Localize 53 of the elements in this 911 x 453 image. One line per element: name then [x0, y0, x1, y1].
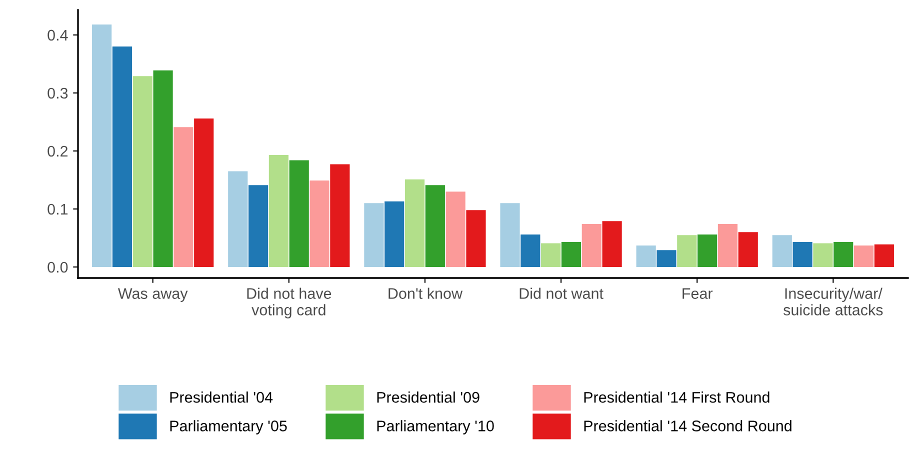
- bar: [656, 250, 676, 267]
- bar: [738, 232, 758, 267]
- legend-label: Presidential '04: [170, 392, 273, 403]
- bar: [792, 242, 812, 267]
- bar: [330, 164, 350, 267]
- y-tick-label: 0.0: [48, 262, 68, 273]
- bar: [268, 155, 288, 267]
- bar: [582, 224, 602, 267]
- legend-label: Presidential '14 Second Round: [584, 420, 792, 432]
- bar: [561, 242, 582, 267]
- y-tick-label: 0.3: [48, 88, 68, 99]
- bar: [813, 243, 833, 267]
- bar: [834, 242, 854, 267]
- bar: [289, 160, 309, 267]
- bar: [602, 221, 622, 267]
- bar: [248, 185, 268, 267]
- bar: [153, 70, 173, 267]
- legend-label: Presidential '09: [377, 392, 480, 403]
- bar: [677, 235, 697, 267]
- x-tick-label: Did not want: [520, 288, 604, 299]
- bar: [541, 243, 561, 267]
- x-tick-label: Insecurity/war/ suicide attacks: [783, 288, 883, 316]
- legend-label: Parliamentary '10: [377, 420, 494, 434]
- bar: [854, 246, 874, 267]
- bar: [772, 235, 792, 267]
- x-tick-label: Did not have voting card: [247, 288, 332, 318]
- bar: [364, 203, 384, 267]
- bar: [466, 210, 486, 267]
- y-tick-label: 0.2: [48, 146, 68, 157]
- y-tick-label: 0.4: [48, 30, 68, 41]
- bar: [112, 46, 132, 267]
- bar: [132, 76, 152, 267]
- y-tick-label: 0.1: [48, 204, 68, 215]
- bar: [404, 179, 425, 267]
- bar: [520, 234, 540, 267]
- bar: [425, 185, 445, 267]
- bar: [698, 234, 718, 267]
- x-tick-label: Don't know: [388, 288, 463, 299]
- bar: [874, 244, 894, 267]
- bar: [384, 201, 404, 267]
- bar: [92, 24, 112, 267]
- x-tick-label: Was away: [118, 288, 188, 302]
- bar: [718, 224, 738, 267]
- bar: [310, 180, 330, 267]
- legend-label: Parliamentary '05: [170, 420, 287, 434]
- bar: [174, 127, 194, 267]
- bar: [500, 203, 520, 267]
- bar: [636, 246, 656, 267]
- legend-label: Presidential '14 First Round: [584, 392, 770, 403]
- bar: [228, 171, 248, 267]
- bar: [194, 118, 214, 267]
- bar: [446, 192, 466, 267]
- x-tick-label: Fear: [682, 288, 713, 299]
